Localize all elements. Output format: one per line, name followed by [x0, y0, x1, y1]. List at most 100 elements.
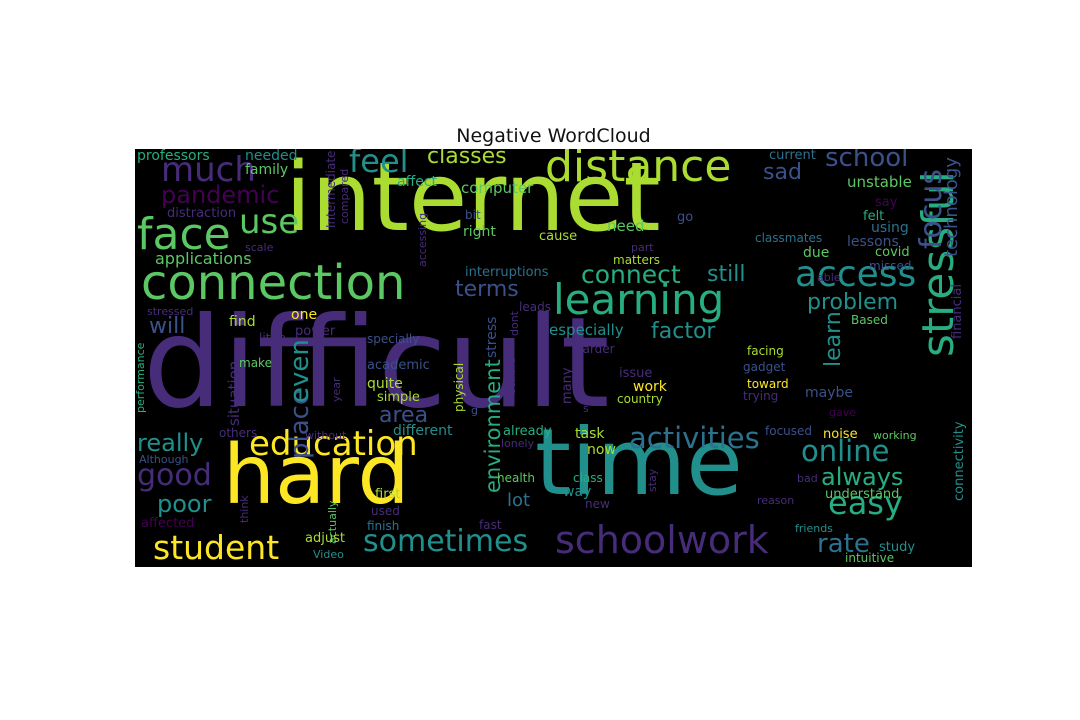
word-even: even — [285, 339, 315, 403]
word-area: area — [379, 403, 429, 428]
word-easy: easy — [828, 484, 903, 522]
word-cloud-canvas: difficult internet time hard connection dista… — [135, 149, 972, 567]
word-gave: gave — [829, 406, 857, 419]
word-task: task — [575, 426, 605, 442]
word-situation: situation — [225, 361, 243, 427]
word-technology: technology — [941, 157, 962, 257]
word-used: used — [371, 504, 400, 518]
word-learning: learning — [553, 275, 725, 324]
word-distance: distance — [545, 149, 732, 192]
word-many: many — [560, 367, 575, 404]
word-others: others — [219, 426, 258, 440]
word-computer: computer — [461, 179, 534, 197]
word-first: first — [375, 487, 401, 502]
word-different: different — [393, 423, 453, 439]
word-reason: reason — [757, 494, 795, 507]
word-health: health — [497, 471, 535, 485]
word-stressed: stressed — [147, 305, 194, 318]
word-already: already — [503, 424, 552, 439]
word-internet: internet — [285, 149, 661, 253]
word-s: s — [583, 402, 589, 415]
word-gadget: gadget — [743, 360, 786, 374]
word-cause: cause — [539, 229, 578, 244]
word-current: current — [769, 149, 816, 163]
word-although: Although — [139, 453, 189, 466]
word-applications: applications — [155, 249, 252, 268]
word-due: due — [803, 245, 830, 261]
word-accessing: accessing — [416, 213, 429, 268]
word-video: Video — [313, 548, 344, 561]
word-classmates: classmates — [755, 231, 823, 245]
word-connection: connection — [141, 255, 406, 311]
word-unstable: unstable — [847, 173, 912, 191]
word-lot: lot — [507, 490, 531, 511]
word-education: education — [249, 424, 418, 464]
word-able: able — [817, 271, 841, 284]
word-lonely: lonely — [501, 437, 535, 450]
word-study: study — [879, 540, 916, 555]
word-factor: factor — [651, 319, 716, 344]
word-go: go — [677, 210, 694, 225]
word-friends: friends — [795, 522, 833, 535]
word-financial: financial — [950, 284, 965, 339]
word-stable: stable — [504, 357, 518, 394]
word-feel: feel — [349, 149, 409, 180]
word-sometimes: sometimes — [363, 524, 529, 559]
word-noise: noise — [823, 427, 858, 442]
word-find: find — [229, 314, 256, 330]
word-poor: poor — [157, 490, 212, 518]
word-professors: professors — [137, 149, 210, 164]
word-right: right — [463, 224, 496, 240]
word-activities: activities — [629, 421, 760, 455]
word-adjust: adjust — [305, 531, 345, 546]
word-distraction: distraction — [167, 206, 237, 221]
word-trying: trying — [743, 389, 779, 403]
word-rate: rate — [817, 529, 870, 559]
word-intermediate: Intermediate — [324, 151, 338, 229]
word-good: good — [137, 458, 212, 493]
word-lessons: lessons — [847, 234, 899, 250]
word-difficult: difficult — [143, 291, 610, 436]
word-learn: learn — [821, 311, 846, 367]
word-specially: specially — [367, 332, 420, 346]
word-way: way — [563, 484, 592, 500]
word-facing: facing — [747, 344, 784, 358]
word-hard: hard — [223, 428, 410, 523]
word-access: access — [795, 254, 917, 295]
word-really: really — [137, 429, 204, 457]
word-use: use — [239, 202, 300, 242]
word-g: g — [471, 404, 478, 417]
word-student: student — [153, 528, 280, 567]
word-scale: scale — [245, 241, 274, 254]
word-time: time — [535, 409, 743, 516]
word-interruptions: interruptions — [465, 265, 549, 280]
word-make: make — [239, 356, 272, 370]
word-using: using — [871, 220, 909, 236]
word-much: much — [161, 150, 256, 190]
word-connectivity: connectivity — [952, 421, 967, 501]
word-affect: affect — [397, 174, 438, 190]
word-one: one — [291, 307, 318, 323]
word-understand: understand — [825, 487, 900, 502]
word-classes: classes — [427, 149, 507, 169]
word-need: need — [607, 217, 645, 235]
word-stress: stress — [484, 317, 500, 359]
word-matters: matters — [613, 253, 661, 267]
word-problem: problem — [807, 290, 899, 315]
word-focused: focused — [765, 424, 813, 438]
word-issue: issue — [619, 366, 653, 381]
word-think: think — [238, 495, 251, 523]
word-bit: bit — [465, 208, 481, 222]
word-felt: felt — [863, 209, 885, 224]
word-affected: affected — [141, 516, 195, 531]
word-online: online — [801, 434, 890, 468]
word-intuitive: intuitive — [845, 551, 895, 565]
word-school: school — [825, 149, 909, 173]
word-leads: leads — [519, 300, 551, 314]
word-will: will — [149, 314, 186, 339]
word-face: face — [137, 209, 231, 260]
word-work: work — [633, 379, 667, 395]
word-harder: harder — [575, 342, 615, 356]
word-compared: compared — [338, 169, 351, 225]
word-family: family — [245, 162, 289, 178]
